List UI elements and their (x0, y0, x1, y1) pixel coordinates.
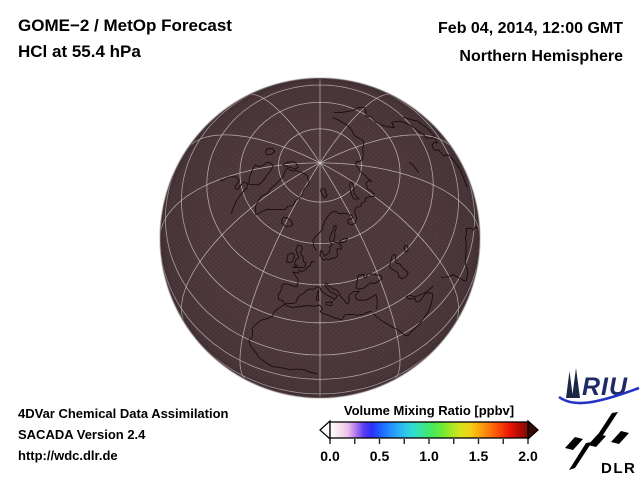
plot-title-line2: HCl at 55.4 hPa (18, 42, 141, 61)
colorbar-tick-label: 2.0 (518, 448, 538, 464)
plot-datetime-block: Feb 04, 2014, 12:00 GMT Northern Hemisph… (438, 15, 623, 71)
credits-line1: 4DVar Chemical Data Assimilation (18, 406, 229, 421)
credits-url: http://wdc.dlr.de (18, 448, 118, 463)
credits-line2: SACADA Version 2.4 (18, 427, 146, 442)
colorbar-tick-label: 1.0 (419, 448, 439, 464)
cathedral-spires-icon (566, 368, 580, 398)
colorbar-tick-label: 0.5 (369, 448, 390, 464)
plot-region: Northern Hemisphere (459, 48, 623, 65)
colorbar-tick-label: 1.5 (468, 448, 489, 464)
dlr-logo: DLR (565, 412, 636, 477)
dlr-logo-text: DLR (601, 460, 636, 477)
riu-logo: RIU (558, 368, 640, 405)
plot-title-block: GOME−2 / MetOp Forecast HCl at 55.4 hPa (18, 13, 232, 65)
plot-title-line1: GOME−2 / MetOp Forecast (18, 16, 232, 35)
colorbar-title: Volume Mixing Ratio [ppbv] (343, 403, 515, 418)
colorbar: Volume Mixing Ratio [ppbv] 0.0 0.5 1.0 1… (318, 403, 540, 464)
colorbar-gradient-bar (319, 419, 539, 444)
credits-block: 4DVar Chemical Data Assimilation SACADA … (18, 403, 229, 466)
colorbar-tick-labels: 0.0 0.5 1.0 1.5 2.0 (318, 448, 540, 466)
dlr-star-icon (565, 412, 629, 470)
colorbar-tick-label: 0.0 (320, 448, 340, 464)
riu-logo-text: RIU (582, 373, 628, 401)
riu-swoosh (558, 386, 640, 405)
plot-datetime: Feb 04, 2014, 12:00 GMT (438, 20, 623, 37)
